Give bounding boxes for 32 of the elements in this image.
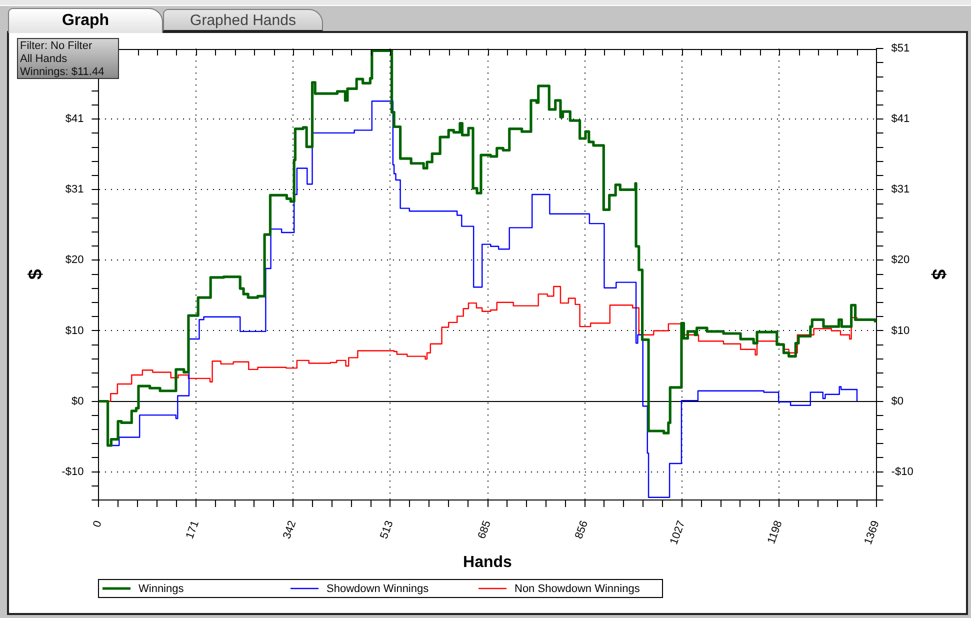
x-tick-label: 856 [573, 519, 591, 541]
legend-label: Winnings [138, 583, 184, 596]
y-tick-label: $41 [65, 113, 84, 126]
y2-tick-label: $51 [891, 42, 910, 55]
x-tick-label: 1198 [765, 519, 785, 546]
y2-tick-label: $10 [891, 324, 910, 337]
annotation: Winnings: $11.44 [20, 66, 106, 79]
x-tick-label: 0 [91, 519, 104, 530]
x-tick-label: 342 [281, 519, 299, 541]
info-panel: Filter: No Filter All Hands Winnings: $11.44 [17, 38, 119, 79]
y2-axis-title: $ [927, 269, 948, 280]
x-tick-label: 513 [378, 519, 396, 541]
legend-label: Showdown Winnings [326, 583, 430, 596]
y-tick-label: $31 [65, 184, 84, 196]
x-tick-label: 685 [476, 519, 494, 541]
x-tick-label: 1369 [862, 519, 882, 546]
y-tick-label: $20 [65, 254, 84, 266]
y-tick-label: $0 [71, 395, 84, 408]
y-tick-label: -$10 [62, 466, 84, 478]
x-tick-label: 171 [184, 519, 202, 541]
y2-tick-label: -$10 [891, 466, 914, 478]
y2-tick-label: $41 [891, 113, 910, 126]
y-axis-title: $ [26, 268, 47, 280]
legend-label: Non Showdown Winnings [514, 583, 640, 596]
y-tick-label: $10 [65, 324, 84, 337]
y2-tick-label: $31 [891, 184, 910, 196]
x-axis-title: Hands [463, 554, 512, 571]
y2-tick-label: $20 [891, 254, 910, 266]
tab: Graphed Hands [163, 9, 323, 31]
tab: Graph [8, 8, 163, 33]
y2-tick-label: $0 [891, 395, 904, 408]
x-tick-label: 1027 [668, 519, 688, 546]
